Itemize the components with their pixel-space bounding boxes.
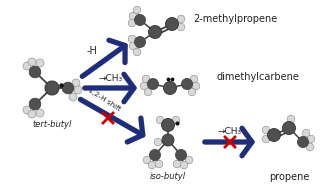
Circle shape (262, 126, 270, 134)
Circle shape (162, 119, 175, 132)
Circle shape (190, 75, 198, 83)
Circle shape (36, 59, 44, 67)
Text: iso-butyl: iso-butyl (150, 172, 186, 181)
Circle shape (262, 135, 270, 143)
Circle shape (143, 156, 151, 164)
Circle shape (287, 115, 295, 123)
Circle shape (74, 86, 82, 94)
Circle shape (133, 6, 141, 14)
Circle shape (148, 78, 159, 90)
Circle shape (307, 135, 315, 143)
Circle shape (181, 78, 192, 90)
Text: 1,2-H shift: 1,2-H shift (87, 87, 121, 112)
Circle shape (163, 81, 176, 94)
Circle shape (128, 19, 136, 27)
Circle shape (72, 79, 80, 87)
Circle shape (267, 129, 280, 142)
Circle shape (156, 116, 164, 124)
Text: dimethylcarbene: dimethylcarbene (216, 72, 299, 82)
Text: -H: -H (86, 46, 98, 56)
Circle shape (154, 138, 162, 146)
Circle shape (177, 15, 185, 23)
Circle shape (177, 23, 185, 31)
Circle shape (149, 26, 162, 39)
Circle shape (29, 66, 41, 78)
Circle shape (185, 156, 193, 164)
Circle shape (282, 122, 295, 135)
Circle shape (306, 143, 314, 151)
Text: →CH₃: →CH₃ (99, 74, 123, 83)
Circle shape (142, 75, 150, 83)
Text: →CH₃: →CH₃ (218, 127, 242, 136)
Circle shape (192, 82, 200, 90)
Circle shape (135, 36, 146, 47)
Circle shape (162, 134, 174, 146)
Circle shape (129, 42, 137, 50)
Text: 2-methylpropene: 2-methylpropene (193, 14, 277, 24)
Circle shape (140, 82, 148, 90)
Circle shape (188, 88, 196, 96)
Circle shape (302, 129, 310, 137)
Circle shape (29, 98, 41, 110)
Circle shape (165, 18, 178, 30)
Circle shape (36, 109, 44, 117)
Text: tert-butyl: tert-butyl (32, 120, 72, 129)
Circle shape (155, 160, 163, 168)
Circle shape (135, 15, 146, 26)
Circle shape (129, 12, 137, 20)
Circle shape (172, 116, 180, 124)
Circle shape (150, 149, 161, 160)
Circle shape (297, 136, 308, 147)
Circle shape (28, 58, 36, 66)
Circle shape (23, 62, 31, 70)
Circle shape (45, 81, 59, 95)
Circle shape (62, 82, 74, 94)
Circle shape (173, 160, 181, 168)
Circle shape (133, 48, 141, 56)
Circle shape (128, 35, 136, 43)
Circle shape (23, 106, 31, 114)
Circle shape (144, 88, 152, 96)
Circle shape (28, 110, 36, 118)
Circle shape (148, 161, 156, 169)
Text: propene: propene (269, 172, 309, 182)
Circle shape (180, 161, 188, 169)
Circle shape (176, 149, 187, 160)
Circle shape (69, 93, 77, 101)
